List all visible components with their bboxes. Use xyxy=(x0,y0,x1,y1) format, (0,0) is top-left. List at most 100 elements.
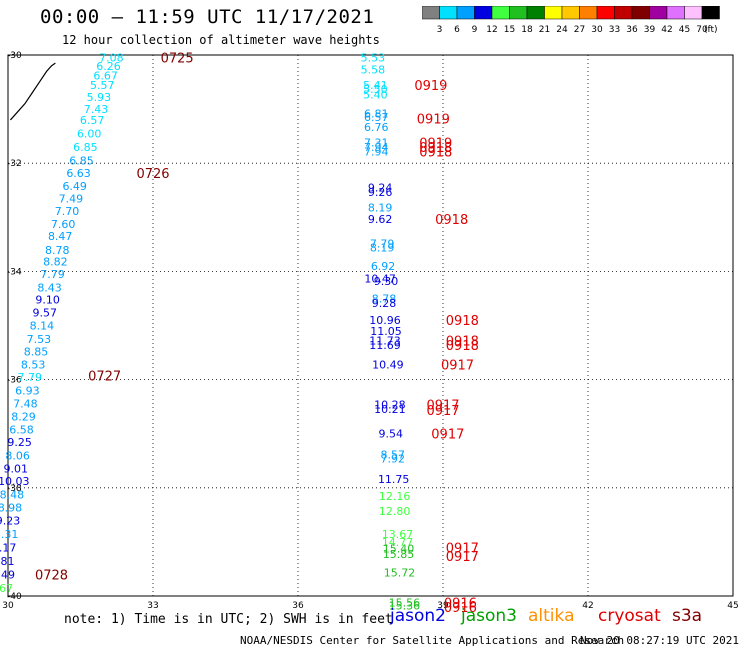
colorbar-tick-label: 3 xyxy=(437,25,443,34)
x-tick-label: 42 xyxy=(582,601,593,611)
chart-title: 00:00 – 11:59 UTC 11/17/2021 xyxy=(40,6,375,28)
swh-value: 13.67 xyxy=(382,528,414,541)
swh-value: 7.94 xyxy=(364,141,389,154)
colorbar-tick-label: 36 xyxy=(626,25,638,34)
swh-value: 9.24 xyxy=(368,182,393,195)
pass-time-label: 0918 xyxy=(419,141,452,156)
pass-time-label: 0725 xyxy=(161,52,194,67)
swh-value: 6.57 xyxy=(364,111,389,124)
swh-value: 7.60 xyxy=(51,218,76,231)
legend-item-jason2: jason2 xyxy=(390,606,446,626)
swh-value: 6.93 xyxy=(15,384,40,397)
pass-time-label: 0919 xyxy=(414,79,447,94)
swh-value: 7.79 xyxy=(18,371,43,384)
swh-value: 6.85 xyxy=(73,141,98,154)
chart-subtitle: 12 hour collection of altimeter wave hei… xyxy=(62,33,380,47)
swh-value: 7.43 xyxy=(84,103,109,116)
credit-text: NOAA/NESDIS Center for Satellite Applica… xyxy=(240,634,625,647)
pass-time-label: 0918 xyxy=(419,145,452,160)
swh-value: 15.72 xyxy=(384,567,416,580)
swh-value: 8.29 xyxy=(11,410,36,423)
swh-value: 5.93 xyxy=(87,91,112,104)
swh-value: 9.81 xyxy=(0,555,14,568)
x-tick-label: 36 xyxy=(292,601,304,611)
swh-value: 9.54 xyxy=(379,428,404,441)
pass-time-label: 0919 xyxy=(419,137,452,152)
y-tick-label: -36 xyxy=(7,376,22,386)
swh-value: 8.85 xyxy=(24,345,49,358)
swh-value: 6.00 xyxy=(77,127,102,140)
swh-value: 7.31 xyxy=(364,137,389,150)
x-tick-label: 45 xyxy=(727,601,738,611)
swh-value: 8.43 xyxy=(37,282,62,295)
y-tick-label: -32 xyxy=(7,159,22,169)
swh-value: 9.28 xyxy=(372,297,397,310)
swh-value: 11.75 xyxy=(378,473,410,486)
colorbar-tick-label: 45 xyxy=(679,25,690,34)
swh-value: 10.21 xyxy=(374,403,406,416)
y-tick-label: -34 xyxy=(7,267,22,277)
swh-value: 9.10 xyxy=(35,294,60,307)
swh-value: 6.67 xyxy=(93,70,118,83)
swh-value: 8.48 xyxy=(0,488,24,501)
swh-value: 6.57 xyxy=(80,114,105,127)
swh-value: 8.82 xyxy=(43,256,68,269)
swh-value: 7.79 xyxy=(40,268,65,281)
wave-height-plot: 30 33 36 39 42 45-30-32-34-36-38-407.086.266.… xyxy=(0,51,739,616)
swh-value: 10.28 xyxy=(374,398,406,411)
plot-frame xyxy=(7,54,734,597)
pass-time-label: 0727 xyxy=(88,369,121,384)
swh-value: 15.36 xyxy=(389,600,421,613)
pass-time-label: 0917 xyxy=(446,550,479,565)
swh-value: 6.76 xyxy=(364,121,389,134)
swh-value: 5.40 xyxy=(363,88,388,101)
pass-time-label: 0918 xyxy=(446,314,479,329)
swh-value: 7.79 xyxy=(370,237,395,250)
colorbar-tick-label: 30 xyxy=(591,25,603,34)
swh-value: 9.57 xyxy=(32,307,57,320)
pass-time-label: 0918 xyxy=(446,339,479,354)
swh-value: 9.17 xyxy=(0,541,16,554)
pass-time-label: 0726 xyxy=(136,167,169,182)
y-tick-label: -40 xyxy=(7,592,22,602)
swh-value: 15.40 xyxy=(383,542,415,555)
swh-value: 8.19 xyxy=(370,242,395,255)
swh-value: 5.41 xyxy=(363,79,388,92)
swh-value: 5.57 xyxy=(90,79,115,92)
swh-value: 10.03 xyxy=(0,475,30,488)
colorbar-tick-label: 70 xyxy=(696,25,708,34)
swh-value: 5.58 xyxy=(361,64,386,77)
swh-value: 8.31 xyxy=(0,528,18,541)
swh-value: 10.49 xyxy=(372,358,404,371)
y-tick-label: -38 xyxy=(7,484,22,494)
pass-time-label: 0916 xyxy=(444,596,477,611)
swh-value: 8.78 xyxy=(45,244,70,257)
colorbar-tick-label: 33 xyxy=(609,25,620,34)
swh-value: 9.23 xyxy=(0,514,20,527)
pass-time-label: 0917 xyxy=(431,428,464,443)
swh-value: 9.26 xyxy=(368,186,393,199)
swh-value: 12.67 xyxy=(0,582,13,595)
swh-value: 6.85 xyxy=(69,154,94,167)
swh-value: 6.58 xyxy=(9,423,34,436)
swh-value: 15.85 xyxy=(383,548,415,561)
x-tick-label: 39 xyxy=(437,601,449,611)
pass-time-label: 0916 xyxy=(444,601,477,616)
footer-note: note: 1) Time is in UTC; 2) SWH is in fe… xyxy=(64,612,393,627)
swh-value: 8.98 xyxy=(0,501,22,514)
color-scale-legend: 3 6 9 12 15 18 21 24 27 30 33 36 39 42 45 70(ft) xyxy=(422,6,720,34)
colorbar-tick-label: 6 xyxy=(454,25,460,34)
pass-time-label: 0918 xyxy=(435,213,468,228)
swh-value: 9.25 xyxy=(7,436,32,449)
swh-value: 7.08 xyxy=(99,52,124,65)
legend-item-cryosat: cryosat xyxy=(598,606,661,626)
swh-value: 5.50 xyxy=(363,83,388,96)
colorbar-tick-label: 15 xyxy=(504,25,515,34)
colorbar-swatch xyxy=(701,6,720,20)
swh-value: 8.06 xyxy=(5,449,30,462)
pass-time-label: 0917 xyxy=(441,358,474,373)
swh-value: 7.49 xyxy=(59,192,84,205)
swh-value: 12.80 xyxy=(379,505,411,518)
swh-value: 6.49 xyxy=(62,180,87,193)
swh-value: 7.53 xyxy=(27,333,52,346)
